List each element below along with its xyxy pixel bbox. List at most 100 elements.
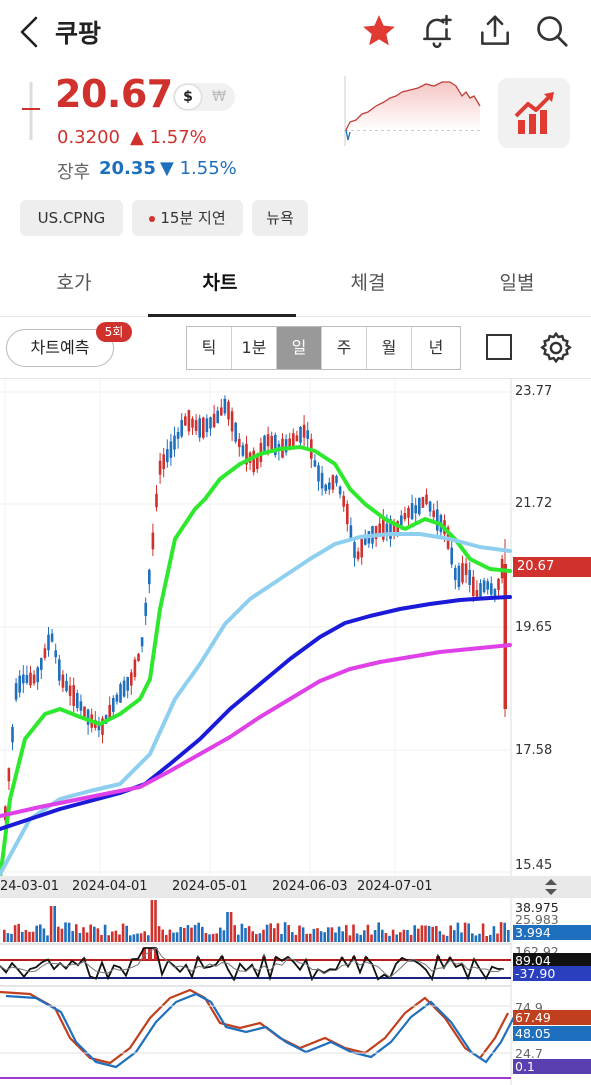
volume-bar (276, 923, 280, 942)
chart-shortcut-button[interactable] (498, 78, 570, 148)
rising-chart-icon (514, 92, 554, 134)
candle-body (503, 564, 507, 709)
candle-body (490, 583, 493, 595)
bell-plus-icon[interactable] (418, 12, 456, 50)
period-year[interactable]: 년 (428, 338, 444, 357)
volume-bar (363, 930, 366, 942)
volume-bar (31, 931, 35, 942)
volume-bar (60, 928, 64, 942)
candle-body (43, 648, 47, 659)
volume-bar (121, 923, 125, 942)
volume-bar (373, 930, 377, 942)
volume-bar (406, 929, 409, 942)
volume-bar (337, 926, 341, 942)
x-tick-label: 2024-05-01 (172, 879, 248, 894)
ma-short-line (0, 445, 512, 879)
settings-gear-icon[interactable] (538, 330, 574, 366)
candle-body (457, 565, 461, 587)
volume-bar (197, 922, 200, 942)
drawing-box-button[interactable] (486, 334, 512, 360)
y-tick-label: 21.72 (515, 496, 553, 511)
volume-bar (492, 926, 496, 942)
candle-body (54, 650, 57, 658)
volume-bar (424, 925, 427, 942)
volume-bar (35, 925, 38, 942)
after-hours-label: 장후 (57, 162, 91, 183)
volume-bar (208, 934, 211, 942)
current-price-marker: 20.67 (513, 557, 591, 577)
osc-line1-label: 89.04 (513, 953, 591, 968)
candle-body (317, 465, 320, 482)
price-change: 0.3200 (57, 127, 120, 148)
share-icon[interactable] (476, 12, 514, 50)
chart-predict-label: 차트예측 (30, 338, 90, 357)
tab-trades[interactable]: 체결 (350, 272, 386, 294)
period-minute[interactable]: 1분 (232, 327, 277, 369)
volume-bar (107, 935, 110, 942)
resize-handle-icon[interactable] (542, 877, 560, 897)
ma-medium-line (0, 532, 512, 876)
currency-toggle[interactable]: $ ₩ (173, 83, 235, 111)
intraday-mini-chart[interactable] (340, 72, 488, 150)
volume-bar (413, 925, 416, 942)
volume-bar (294, 934, 298, 942)
candle-body (50, 633, 54, 642)
star-icon[interactable] (360, 12, 398, 50)
candle-body (47, 634, 50, 651)
candle-body (342, 495, 345, 507)
chart-predict-button[interactable]: 차트예측 (6, 329, 114, 367)
candle-body (425, 494, 428, 505)
candle-body (61, 674, 65, 688)
delay-chip[interactable]: 15분 지연 (132, 200, 243, 236)
tab-orderbook[interactable]: 호가 (56, 272, 92, 294)
period-week[interactable]: 주 (322, 327, 367, 369)
volume-bar (348, 935, 352, 942)
volume-bar (334, 932, 337, 942)
candle-body (378, 523, 381, 537)
period-day[interactable]: 일 (277, 327, 322, 369)
candle-body (173, 435, 176, 450)
candle-body (68, 685, 72, 696)
volume-bar (258, 933, 262, 942)
exchange-chip[interactable]: 뉴욕 (252, 200, 308, 236)
candle-body (392, 524, 396, 534)
tab-chart[interactable]: 차트 (202, 272, 238, 294)
volume-bar (39, 924, 42, 942)
price-chart[interactable] (0, 379, 591, 879)
back-icon[interactable] (14, 14, 44, 50)
indicator-panels[interactable] (0, 898, 591, 1085)
candle-body (245, 443, 248, 465)
volume-bar (283, 922, 287, 942)
volume-bar (143, 931, 146, 942)
candle-body (302, 424, 306, 438)
candle-body (187, 410, 191, 432)
volume-bar (456, 922, 460, 942)
candle-body (180, 419, 183, 437)
volume-bar (183, 927, 186, 942)
candle-body (320, 472, 324, 489)
volume-bar (359, 934, 362, 942)
volume-bar (3, 929, 6, 942)
currency-usd[interactable]: $ (175, 85, 201, 109)
osc-signal-line (0, 947, 505, 978)
candle-body (410, 503, 414, 520)
volume-bar (341, 931, 344, 942)
search-icon[interactable] (533, 12, 571, 50)
candle-body (144, 602, 147, 616)
chart-predict-badge: 5회 (96, 322, 132, 342)
candle-body (349, 525, 353, 539)
candle-body (374, 525, 378, 540)
currency-krw[interactable]: ₩ (212, 89, 226, 105)
candle-body (353, 542, 356, 558)
volume-bar (323, 932, 326, 942)
candle-body (212, 413, 216, 428)
period-tick[interactable]: 틱 (187, 327, 232, 369)
period-month[interactable]: 월 (367, 327, 412, 369)
candle-body (230, 411, 234, 432)
volume-bar (75, 924, 78, 942)
candle-body (331, 475, 335, 490)
tab-daily[interactable]: 일별 (499, 272, 535, 294)
toolbar-divider (0, 378, 591, 379)
ticker-chip[interactable]: US.CPNG (20, 200, 123, 236)
x-tick-label: 2024-06-03 (272, 879, 348, 894)
